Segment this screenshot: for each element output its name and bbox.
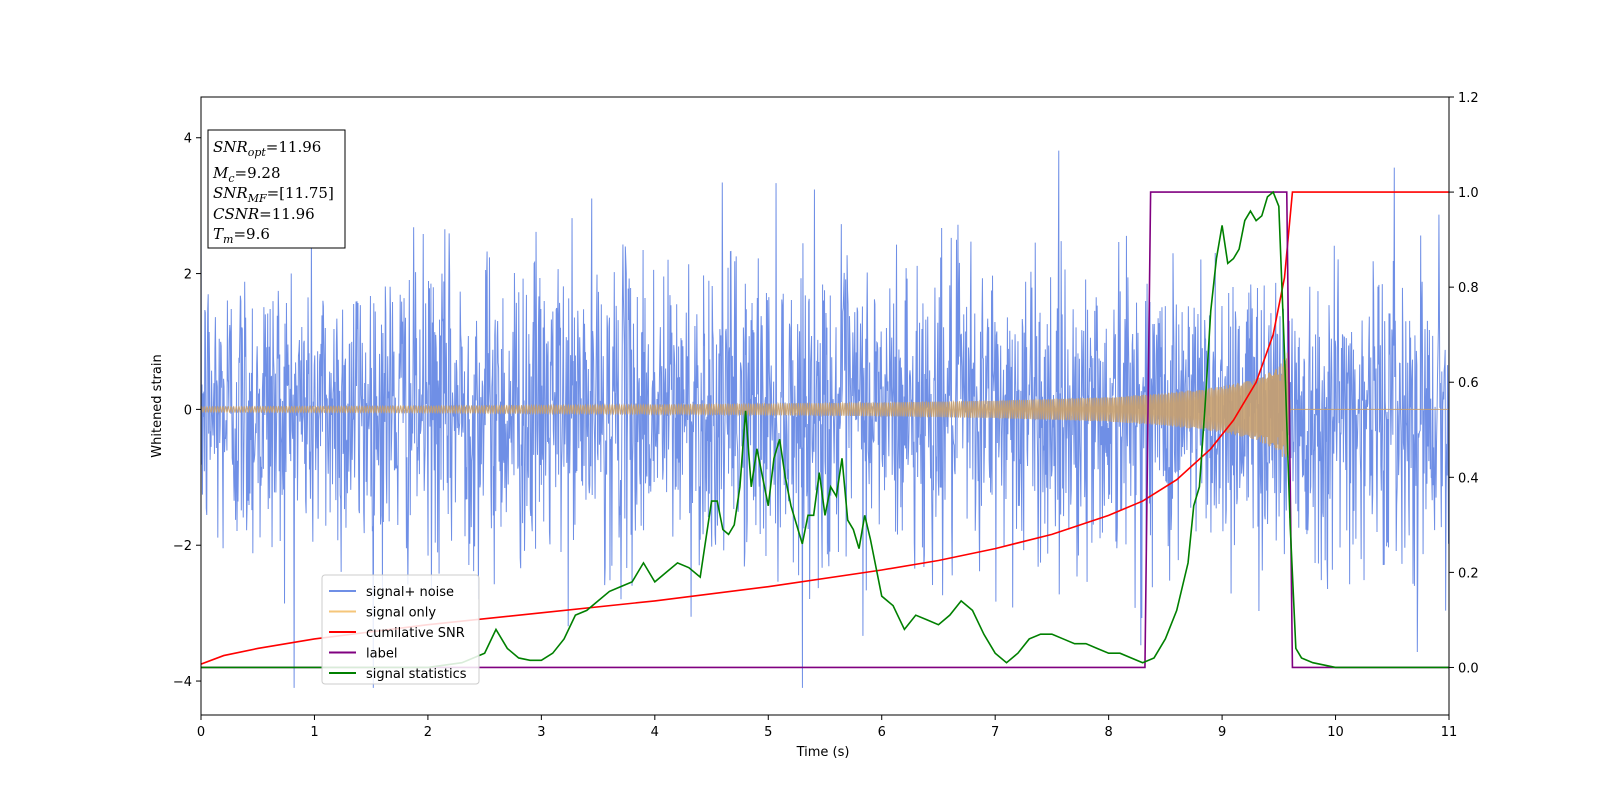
info-box: SNRopt=11.96 Mc=9.28 SNRMF=[11.75] CSNR=… <box>207 129 346 249</box>
x-tick-label: 5 <box>764 725 772 740</box>
info-box-frame <box>207 129 346 249</box>
info-tm: Tm=9.6 <box>213 225 270 246</box>
x-tick-label: 0 <box>197 725 205 740</box>
info-mc: Mc=9.28 <box>212 164 281 185</box>
y-axis-left: 4 2 0 −2 −4 <box>173 132 201 690</box>
y-tick-label: −4 <box>173 675 192 690</box>
legend-label: label <box>366 647 397 662</box>
y-tick-label: 4 <box>184 132 192 147</box>
y-tick-label: −2 <box>173 539 192 554</box>
legend-label: signal+ noise <box>366 585 454 600</box>
x-axis-label: Time (s) <box>796 745 850 760</box>
info-snr-mf: SNRMF=[11.75] <box>213 184 334 205</box>
legend-label: signal statistics <box>366 667 467 682</box>
plot-frame <box>200 96 1450 716</box>
y2-tick-label: 0.4 <box>1458 471 1479 486</box>
signal-only-series <box>201 352 1449 458</box>
y2-tick-label: 0.2 <box>1458 566 1479 581</box>
legend-frame <box>321 574 480 685</box>
x-tick-label: 10 <box>1327 725 1344 740</box>
x-tick-label: 6 <box>878 725 886 740</box>
signal-statistics-series <box>201 190 1449 669</box>
legend-label: cumilative SNR <box>366 626 465 641</box>
info-snr-opt: SNRopt=11.96 <box>213 138 321 159</box>
y2-tick-label: 0.6 <box>1458 376 1479 391</box>
legend: signal+ noise signal only cumilative SNR la… <box>321 574 480 685</box>
info-csnr: CSNR=11.96 <box>213 205 315 223</box>
y-axis-label: Whitened strain <box>150 354 165 457</box>
x-tick-label: 1 <box>310 725 318 740</box>
x-tick-label: 4 <box>651 725 659 740</box>
y-axis-right: 1.2 1.0 0.8 0.6 0.4 0.2 0.0 <box>1449 91 1479 676</box>
x-axis: 0 1 2 3 4 5 6 7 8 9 10 11 <box>197 715 1457 740</box>
legend-label: signal only <box>366 606 436 621</box>
x-tick-label: 8 <box>1104 725 1112 740</box>
y-tick-label: 0 <box>184 403 192 418</box>
label-series <box>201 191 1449 669</box>
y2-tick-label: 0.0 <box>1458 661 1479 676</box>
y-tick-label: 2 <box>184 268 192 283</box>
y2-tick-label: 1.0 <box>1458 186 1479 201</box>
x-tick-label: 7 <box>991 725 999 740</box>
y2-tick-label: 1.2 <box>1458 91 1479 106</box>
x-tick-label: 3 <box>537 725 545 740</box>
y2-tick-label: 0.8 <box>1458 281 1479 296</box>
x-tick-label: 9 <box>1218 725 1226 740</box>
x-tick-label: 2 <box>424 725 432 740</box>
x-tick-label: 11 <box>1441 725 1458 740</box>
